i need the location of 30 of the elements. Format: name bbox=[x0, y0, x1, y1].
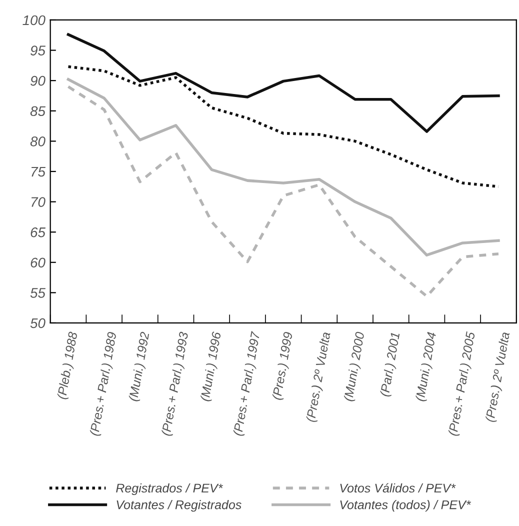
y-tick-label: 90 bbox=[30, 76, 46, 86]
line-series bbox=[66, 78, 500, 256]
y-tick-label: 70 bbox=[31, 197, 46, 207]
y-tick-label: 60 bbox=[30, 258, 46, 268]
line-series bbox=[66, 85, 500, 298]
x-tick-label: (Pres.+ Parl.) 2005 bbox=[448, 331, 478, 436]
y-tick-label: 55 bbox=[30, 288, 46, 298]
x-tick-label: (Muni.) 1996 bbox=[200, 331, 224, 402]
y-tick-label: 80 bbox=[30, 136, 46, 146]
x-tick-label: (Muni.) 1992 bbox=[128, 331, 152, 402]
x-tick-label: (Pres.+ Parl.) 1989 bbox=[89, 332, 119, 436]
legend-label: Registrados / PEV* bbox=[116, 483, 224, 496]
x-tick-label: (Pres.+ Parl.) 1993 bbox=[161, 331, 191, 436]
x-tick-label: (Parl.) 2001 bbox=[380, 332, 402, 398]
legend-label: Votantes (todos) / PEV* bbox=[340, 500, 472, 512]
x-tick-label: (Muni.) 2004 bbox=[415, 332, 439, 402]
x-tick-label: (Pres.) 1999 bbox=[272, 332, 296, 400]
y-tick-label: 75 bbox=[31, 166, 46, 177]
y-tick-label: 95 bbox=[30, 46, 46, 56]
x-tick-label: (Pleb.) 1988 bbox=[56, 331, 80, 400]
y-tick-label: 100 bbox=[22, 15, 46, 26]
y-tick-label: 50 bbox=[30, 318, 46, 328]
x-tick-label: (Muni.) 2000 bbox=[343, 331, 367, 402]
legend-label: Votantes / Registrados bbox=[116, 500, 242, 512]
legend-label: Votos Válidos / PEV* bbox=[340, 483, 456, 493]
x-tick-label: (Pres.+ Parl.) 1997 bbox=[232, 330, 262, 436]
x-tick-label: (Pres.) 2º Vuelta bbox=[306, 332, 333, 423]
y-tick-label: 85 bbox=[30, 106, 46, 116]
y-tick-label: 65 bbox=[30, 227, 46, 238]
x-tick-label: (Pres.) 2º Vuelta bbox=[484, 332, 512, 423]
